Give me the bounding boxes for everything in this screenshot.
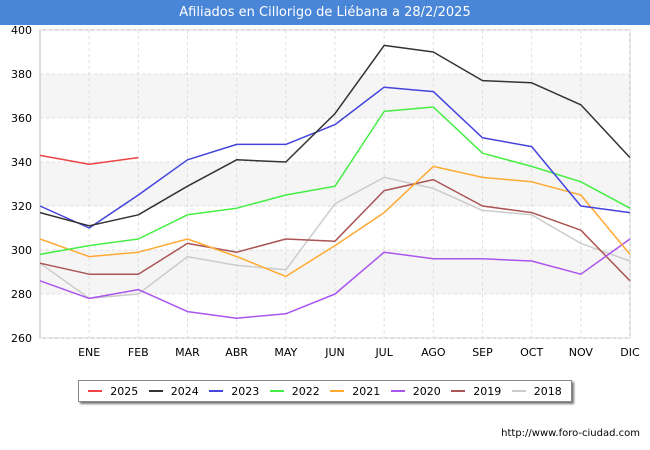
legend-item-2018: 2018 (511, 384, 562, 398)
legend-label: 2021 (352, 384, 381, 398)
x-tick-label: OCT (520, 346, 543, 359)
legend: 2025 2024 2023 2022 2021 2020 2019 2018 (78, 380, 572, 402)
legend-label: 2018 (533, 384, 562, 398)
legend-swatch (451, 390, 466, 392)
source-url: http://www.foro-ciudad.com (501, 428, 640, 439)
y-tick-label: 300 (11, 244, 32, 257)
legend-item-2019: 2019 (451, 385, 501, 398)
legend-item-2021: 2021 (330, 385, 380, 398)
legend-swatch (390, 390, 405, 392)
y-axis-ticks: 260 280 300 320 340 360 380 400 (11, 24, 32, 345)
x-tick-label: FEB (128, 346, 149, 359)
y-tick-label: 340 (11, 156, 32, 169)
series-line-2020 (39, 238, 631, 319)
x-tick-label: MAY (274, 346, 297, 359)
legend-swatch (209, 390, 224, 392)
x-tick-label: DIC (620, 346, 640, 359)
legend-item-2024: 2024 (148, 384, 199, 398)
legend-swatch (269, 390, 284, 392)
x-tick-label: JUN (324, 346, 345, 359)
y-tick-label: 320 (11, 200, 32, 213)
y-tick-label: 380 (11, 68, 32, 81)
x-tick-label: ENE (78, 346, 100, 359)
x-tick-label: MAR (175, 346, 200, 359)
series-lines (39, 44, 631, 319)
series-line-2019 (39, 178, 631, 282)
legend-swatch (88, 390, 103, 392)
y-tick-label: 400 (11, 24, 32, 37)
x-tick-label: SEP (472, 346, 493, 359)
x-tick-label: ABR (225, 346, 248, 359)
legend-label: 2019 (473, 384, 502, 398)
series-line-2025 (39, 154, 139, 165)
legend-label: 2023 (231, 384, 260, 398)
legend-swatch (148, 390, 163, 392)
legend-item-2025: 2025 (88, 385, 138, 398)
x-tick-label: JUL (374, 346, 393, 359)
x-tick-label: NOV (569, 346, 594, 359)
legend-item-2022: 2022 (269, 384, 320, 398)
series-line-2022 (39, 106, 631, 256)
series-line-2018 (39, 176, 631, 300)
legend-label: 2020 (412, 384, 441, 398)
y-tick-label: 360 (11, 112, 32, 125)
legend-swatch (330, 390, 345, 392)
series-line-2023 (39, 86, 631, 229)
gridlines (40, 29, 631, 339)
y-tick-label: 280 (11, 288, 32, 301)
x-axis-ticks: ENE FEB MAR ABR MAY JUN JUL AGO SEP OCT NOV DIC (78, 346, 640, 359)
series-line-2024 (39, 44, 631, 227)
y-tick-label: 260 (11, 332, 32, 345)
legend-label: 2024 (170, 384, 199, 398)
legend-item-2023: 2023 (209, 385, 259, 398)
series-line-2021 (39, 165, 631, 278)
legend-label: 2022 (291, 384, 320, 398)
legend-swatch (511, 390, 526, 392)
x-tick-label: AGO (421, 346, 446, 359)
legend-item-2020: 2020 (390, 384, 441, 398)
chart-title: Afiliados en Cillorigo de Liébana a 28/2… (0, 0, 650, 25)
legend-label: 2025 (110, 384, 139, 398)
